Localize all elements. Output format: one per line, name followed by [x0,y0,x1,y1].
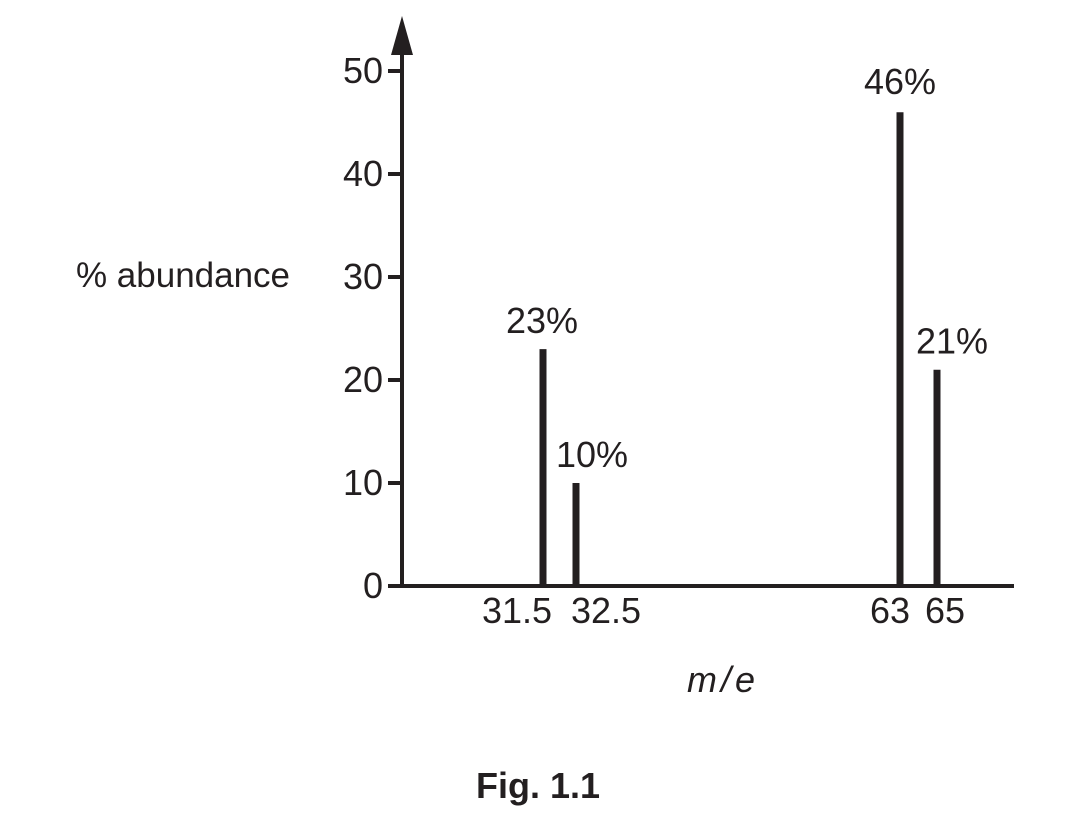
x-tick-label: 63 [870,590,910,631]
data-label: 46% [864,61,936,102]
x-axis-label-slash: / [718,659,735,700]
figure-caption: Fig. 1.1 [476,765,600,806]
y-axis-arrowhead [391,16,413,55]
y-tick-label: 50 [343,50,383,91]
y-tick-label: 30 [343,256,383,297]
data-label: 21% [916,321,988,362]
data-label: 10% [556,434,628,475]
x-tick-label: 32.5 [571,590,641,631]
x-tick-labels-group: 31.5 32.5 63 65 [482,590,965,631]
x-tick-label: 65 [925,590,965,631]
x-axis-label-e: e [735,659,755,700]
y-tick-label: 20 [343,359,383,400]
data-labels-group: 23% 10% 46% 21% [506,61,988,475]
y-axis-label: % abundance [76,256,290,295]
y-axis-ticks: 0 10 20 30 40 50 [343,50,402,606]
x-tick-label: 31.5 [482,590,552,631]
x-axis-label: m / e [687,659,755,700]
data-label: 23% [506,300,578,341]
y-tick-label: 10 [343,462,383,503]
x-axis-label-m: m [687,659,717,700]
bars-group [539,112,941,586]
y-tick-label: 0 [363,565,383,606]
y-tick-label: 40 [343,153,383,194]
